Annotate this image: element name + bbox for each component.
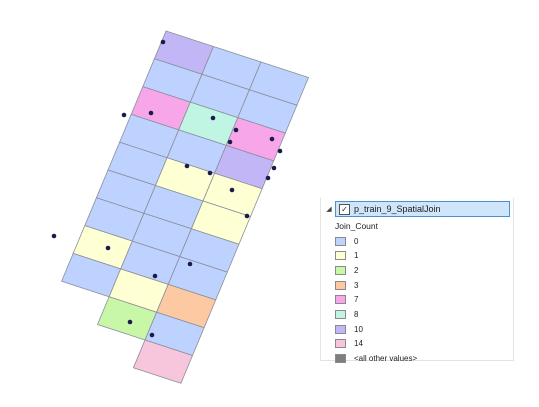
legend-item: 14 — [335, 338, 363, 350]
symbology-field-name: Join_Count — [335, 221, 379, 231]
layer-item-selected[interactable]: ✓ p_train_9_SpatialJoin — [335, 201, 510, 217]
point-feature[interactable] — [244, 213, 250, 219]
point-feature[interactable] — [207, 170, 213, 176]
point-feature[interactable] — [184, 163, 190, 169]
point-feature[interactable] — [271, 165, 277, 171]
legend-item: <all other values> — [335, 353, 417, 365]
legend-swatch — [335, 354, 346, 364]
point-feature[interactable] — [187, 261, 193, 267]
legend-swatch — [335, 280, 346, 290]
legend-label: 10 — [354, 324, 363, 334]
layer-name: p_train_9_SpatialJoin — [354, 204, 441, 214]
legend-label: 3 — [354, 280, 359, 290]
legend-swatch — [335, 324, 346, 334]
legend-label: <all other values> — [354, 354, 418, 364]
point-feature[interactable] — [277, 148, 283, 154]
legend-label: 7 — [354, 295, 359, 305]
point-feature[interactable] — [160, 39, 166, 45]
parcel-polygons — [61, 30, 310, 384]
legend-swatch — [335, 339, 346, 349]
contents-pane: ◢ ✓ p_train_9_SpatialJoin Join_Count 0 1 2… — [320, 198, 514, 364]
legend-label: 8 — [354, 310, 359, 319]
layer-row[interactable]: ◢ ✓ p_train_9_SpatialJoin — [321, 201, 511, 217]
legend-item: 1 — [335, 250, 358, 262]
point-feature[interactable] — [105, 245, 111, 251]
point-feature[interactable] — [233, 127, 239, 133]
legend-item: 0 — [335, 235, 358, 247]
legend-swatch — [335, 265, 346, 275]
point-feature[interactable] — [148, 110, 154, 116]
legend-swatch — [335, 310, 346, 319]
legend-label: 14 — [354, 339, 363, 349]
triangle-down-icon[interactable]: ◢ — [326, 206, 332, 213]
legend-label: 1 — [354, 251, 359, 261]
point-feature[interactable] — [210, 115, 216, 121]
point-features — [51, 39, 283, 338]
legend-swatch — [335, 251, 346, 261]
point-feature[interactable] — [265, 175, 271, 181]
legend-item: 8 — [335, 309, 358, 321]
legend-swatch — [335, 236, 346, 246]
legend-label: 2 — [354, 265, 359, 275]
legend-item: 7 — [335, 294, 358, 306]
legend-swatch — [335, 295, 346, 305]
point-feature[interactable] — [127, 319, 133, 325]
point-feature[interactable] — [121, 112, 127, 118]
legend-item: 2 — [335, 264, 358, 276]
legend-item: 3 — [335, 279, 358, 291]
legend-item: 10 — [335, 323, 363, 335]
point-feature[interactable] — [149, 332, 155, 338]
point-feature[interactable] — [152, 273, 158, 279]
point-feature[interactable] — [51, 233, 57, 239]
point-feature[interactable] — [229, 187, 235, 193]
point-feature[interactable] — [269, 136, 275, 142]
layer-visibility-checkbox[interactable]: ✓ — [339, 203, 350, 215]
point-feature[interactable] — [227, 139, 233, 145]
parcel-polygon[interactable] — [132, 339, 194, 384]
legend-label: 0 — [354, 236, 359, 246]
